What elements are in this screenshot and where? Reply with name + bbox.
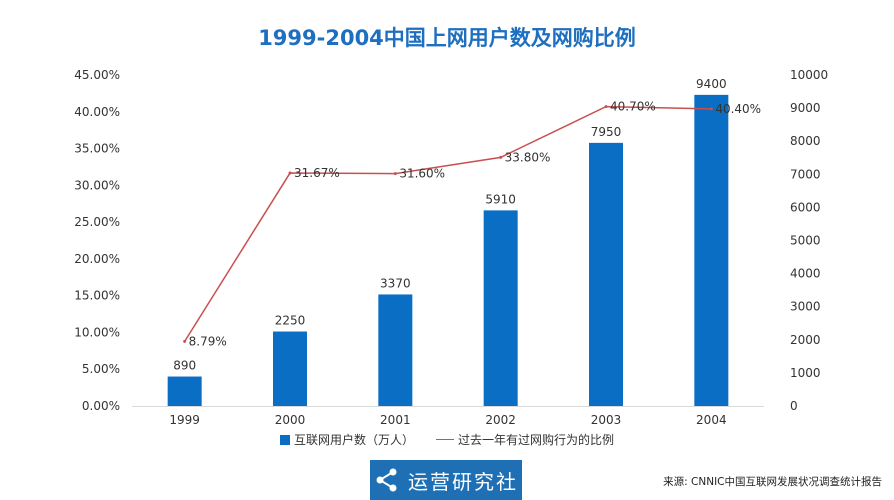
x-tick-label: 2003 — [591, 413, 622, 427]
bar-data-label: 3370 — [380, 276, 411, 290]
y-right-tick-label: 2000 — [790, 333, 821, 347]
source-note: 来源: CNNIC中国互联网发展状况调查统计报告 — [663, 476, 882, 488]
bar — [483, 210, 518, 406]
y-left-tick-label: 15.00% — [74, 289, 120, 303]
bar-data-label: 2250 — [275, 314, 306, 328]
y-right-tick-label: 0 — [790, 399, 798, 413]
x-tick-label: 2002 — [485, 413, 516, 427]
line-point — [709, 107, 713, 111]
line-point — [604, 105, 608, 109]
line-series — [184, 105, 712, 342]
legend-label-ratio: 过去一年有过网购行为的比例 — [458, 433, 615, 447]
bar-data-label: 890 — [173, 359, 196, 373]
bar — [589, 142, 623, 407]
y-left-tick-label: 20.00% — [74, 252, 120, 266]
line-point — [288, 171, 292, 175]
bar-data-label: 5910 — [485, 192, 516, 206]
legend-item-users: 互联网用户数（万人） — [279, 431, 414, 448]
line-point — [183, 339, 187, 343]
y-right-tick-label: 6000 — [790, 200, 821, 214]
bar-data-label: 9400 — [696, 77, 727, 91]
line-data-label: 40.40% — [715, 102, 761, 116]
y-left-tick-label: 45.00% — [74, 68, 120, 82]
y-right-tick-label: 4000 — [790, 267, 821, 281]
line-point — [499, 155, 503, 159]
legend: 互联网用户数（万人） 过去一年有过网购行为的比例 — [0, 431, 894, 448]
y-right-tick-label: 5000 — [790, 234, 821, 248]
y-left-tick-label: 5.00% — [82, 362, 120, 376]
y-right-tick-label: 3000 — [790, 300, 821, 314]
x-tick-label: 2000 — [275, 413, 306, 427]
bar — [273, 331, 307, 406]
bar — [167, 376, 202, 406]
share-icon — [376, 468, 397, 492]
y-right-tick-label: 7000 — [790, 167, 821, 181]
x-tick-label: 2001 — [380, 413, 411, 427]
y-left-tick-label: 30.00% — [74, 178, 120, 192]
legend-line-swatch — [436, 439, 454, 440]
y-right-tick-label: 9000 — [790, 101, 821, 115]
line-data-label: 33.80% — [505, 150, 551, 164]
y-left-tick-label: 25.00% — [74, 215, 120, 229]
y-left-tick-label: 10.00% — [74, 325, 120, 339]
y-left-tick-label: 35.00% — [74, 142, 120, 156]
legend-item-ratio: 过去一年有过网购行为的比例 — [436, 431, 614, 448]
x-tick-label: 2004 — [696, 413, 727, 427]
y-left-tick-label: 0.00% — [82, 399, 120, 413]
bar — [694, 94, 729, 407]
y-left-tick-label: 40.00% — [74, 105, 120, 119]
bar — [378, 294, 413, 406]
legend-bar-swatch — [279, 434, 290, 445]
line-data-label: 31.60% — [399, 167, 445, 181]
y-right-tick-label: 10000 — [790, 68, 828, 82]
line-point — [393, 172, 397, 176]
bar-data-label: 7950 — [591, 125, 622, 139]
line-data-label: 40.70% — [610, 100, 656, 114]
y-right-tick-label: 8000 — [790, 134, 821, 148]
legend-label-users: 互联网用户数（万人） — [293, 433, 414, 447]
brand-text: 运营研究社 — [408, 469, 518, 494]
x-tick-label: 1999 — [169, 413, 200, 427]
line-data-label: 8.79% — [189, 334, 227, 348]
brand-logo: 运营研究社 — [370, 460, 522, 500]
chart-title: 1999-2004中国上网用户数及网购比例 — [258, 26, 636, 50]
line-data-label: 31.67% — [294, 166, 340, 180]
y-right-tick-label: 1000 — [790, 366, 821, 380]
